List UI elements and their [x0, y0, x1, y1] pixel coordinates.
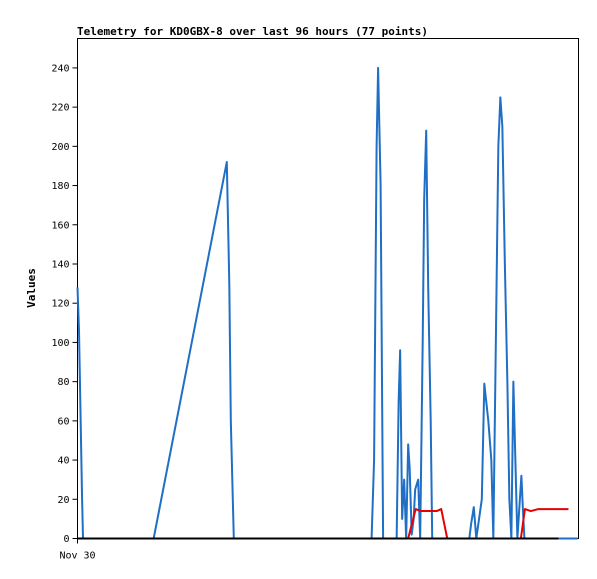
y-axis: 0 20 40 60 80 100 120 140 160 180 200 220 240: [51, 63, 78, 545]
y-tick-label: 0: [63, 534, 69, 545]
plot-area: [77, 38, 579, 539]
series-line-2: [77, 508, 569, 540]
y-tick-label: 120: [51, 299, 69, 310]
y-tick-label: 40: [57, 456, 69, 467]
y-tick-label: 160: [51, 220, 69, 231]
y-tick-label: 60: [57, 416, 69, 427]
series-line-1: [76, 66, 578, 540]
x-tick-label: Nov 30: [59, 551, 95, 562]
y-tick-label: 100: [51, 338, 69, 349]
y-tick-label: 140: [51, 259, 69, 270]
y-tick-label: 220: [51, 103, 69, 114]
y-axis-label: Values: [25, 268, 38, 308]
y-tick-label: 240: [51, 63, 69, 74]
y-tick-label: 80: [57, 377, 69, 388]
chart-title: Telemetry for KD0GBX-8 over last 96 hour…: [77, 25, 428, 38]
y-tick-label: 20: [57, 495, 69, 506]
series-layer: [76, 66, 578, 540]
y-tick-label: 180: [51, 181, 69, 192]
y-tick-label: 200: [51, 142, 69, 153]
